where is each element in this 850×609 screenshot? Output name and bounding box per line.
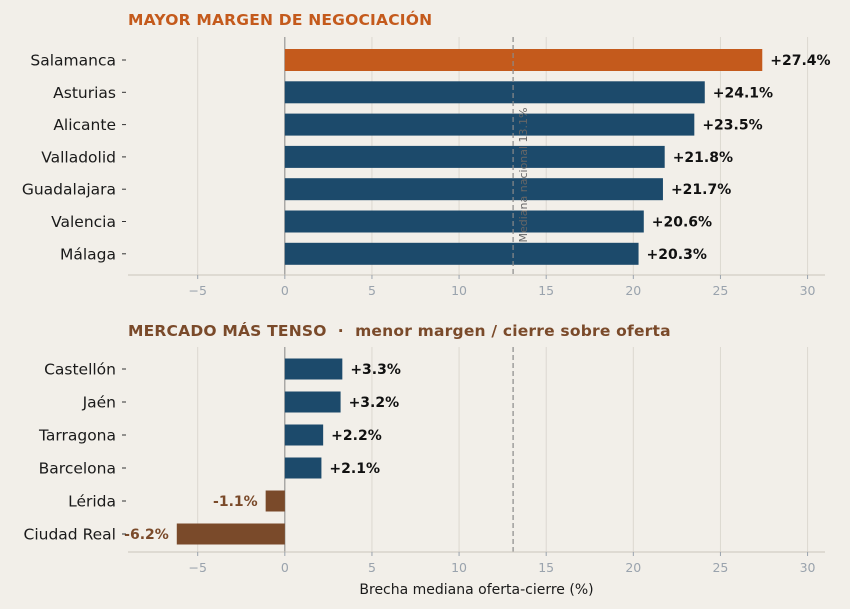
category-label: Lérida (68, 493, 116, 511)
bar-jaén (284, 391, 341, 413)
bar-salamanca (284, 49, 763, 71)
category-label: Málaga (60, 245, 116, 263)
x-tick-label: −5 (188, 560, 206, 575)
x-axis-label: Brecha mediana oferta-cierre (%) (359, 582, 593, 598)
category-label: Valladolid (41, 148, 116, 166)
panel-title: MAYOR MARGEN DE NEGOCIACIÓN (128, 10, 432, 29)
x-tick-label: 0 (281, 283, 289, 298)
value-label: +21.8% (673, 150, 733, 166)
value-label: -1.1% (213, 494, 258, 510)
bar-ciudad-real (176, 523, 285, 545)
x-tick-label: 10 (451, 283, 467, 298)
bar-guadalajara (284, 178, 663, 201)
x-tick-label: 5 (368, 283, 376, 298)
x-tick-label: 20 (625, 560, 641, 575)
value-label: -6.2% (124, 527, 169, 543)
value-label: +2.2% (331, 428, 382, 444)
bar-alicante (284, 113, 695, 136)
median-label: Mediana nacional 13.1% (517, 107, 530, 242)
x-tick-label: 25 (712, 283, 728, 298)
category-label: Barcelona (39, 460, 116, 478)
x-tick-label: 5 (368, 560, 376, 575)
x-tick-label: 20 (625, 283, 641, 298)
bar-valladolid (284, 145, 665, 168)
category-label: Castellón (44, 361, 116, 379)
category-label: Tarragona (38, 427, 116, 445)
x-tick-label: 30 (800, 560, 816, 575)
bar-castellón (284, 358, 343, 380)
bar-málaga (284, 242, 639, 265)
category-label: Valencia (51, 213, 116, 231)
top-panel: +27.4% Salamanca +24.1% Asturias +23.5% Alica… (22, 10, 831, 298)
panel-title: MERCADO MÁS TENSO · menor margen / cierr… (128, 321, 671, 340)
bar-lérida (265, 490, 285, 512)
category-label: Jaén (82, 394, 116, 412)
x-tick-label: 10 (451, 560, 467, 575)
category-label: Alicante (53, 116, 116, 134)
category-label: Asturias (53, 84, 116, 102)
bar-asturias (284, 81, 705, 104)
bar-barcelona (284, 457, 322, 479)
value-label: +20.3% (647, 247, 707, 263)
x-tick-label: −5 (188, 283, 206, 298)
value-label: +3.2% (349, 395, 400, 411)
bar-tarragona (284, 424, 324, 446)
value-label: +23.5% (702, 118, 762, 134)
category-label: Salamanca (30, 52, 116, 70)
value-label: +27.4% (770, 53, 830, 69)
value-label: +24.1% (713, 85, 773, 101)
value-label: +21.7% (671, 182, 731, 198)
bar-valencia (284, 210, 644, 233)
x-tick-label: 0 (281, 560, 289, 575)
x-tick-label: 15 (538, 560, 554, 575)
value-label: +2.1% (329, 461, 380, 477)
category-label: Ciudad Real (24, 526, 116, 544)
value-label: +20.6% (652, 215, 712, 231)
x-tick-label: 30 (800, 283, 816, 298)
bottom-panel: +3.3% Castellón +3.2% Jaén +2.2% Tarragona +2.… (24, 321, 825, 598)
x-tick-label: 15 (538, 283, 554, 298)
x-tick-label: 25 (712, 560, 728, 575)
value-label: +3.3% (350, 362, 401, 378)
category-label: Guadalajara (22, 181, 116, 199)
